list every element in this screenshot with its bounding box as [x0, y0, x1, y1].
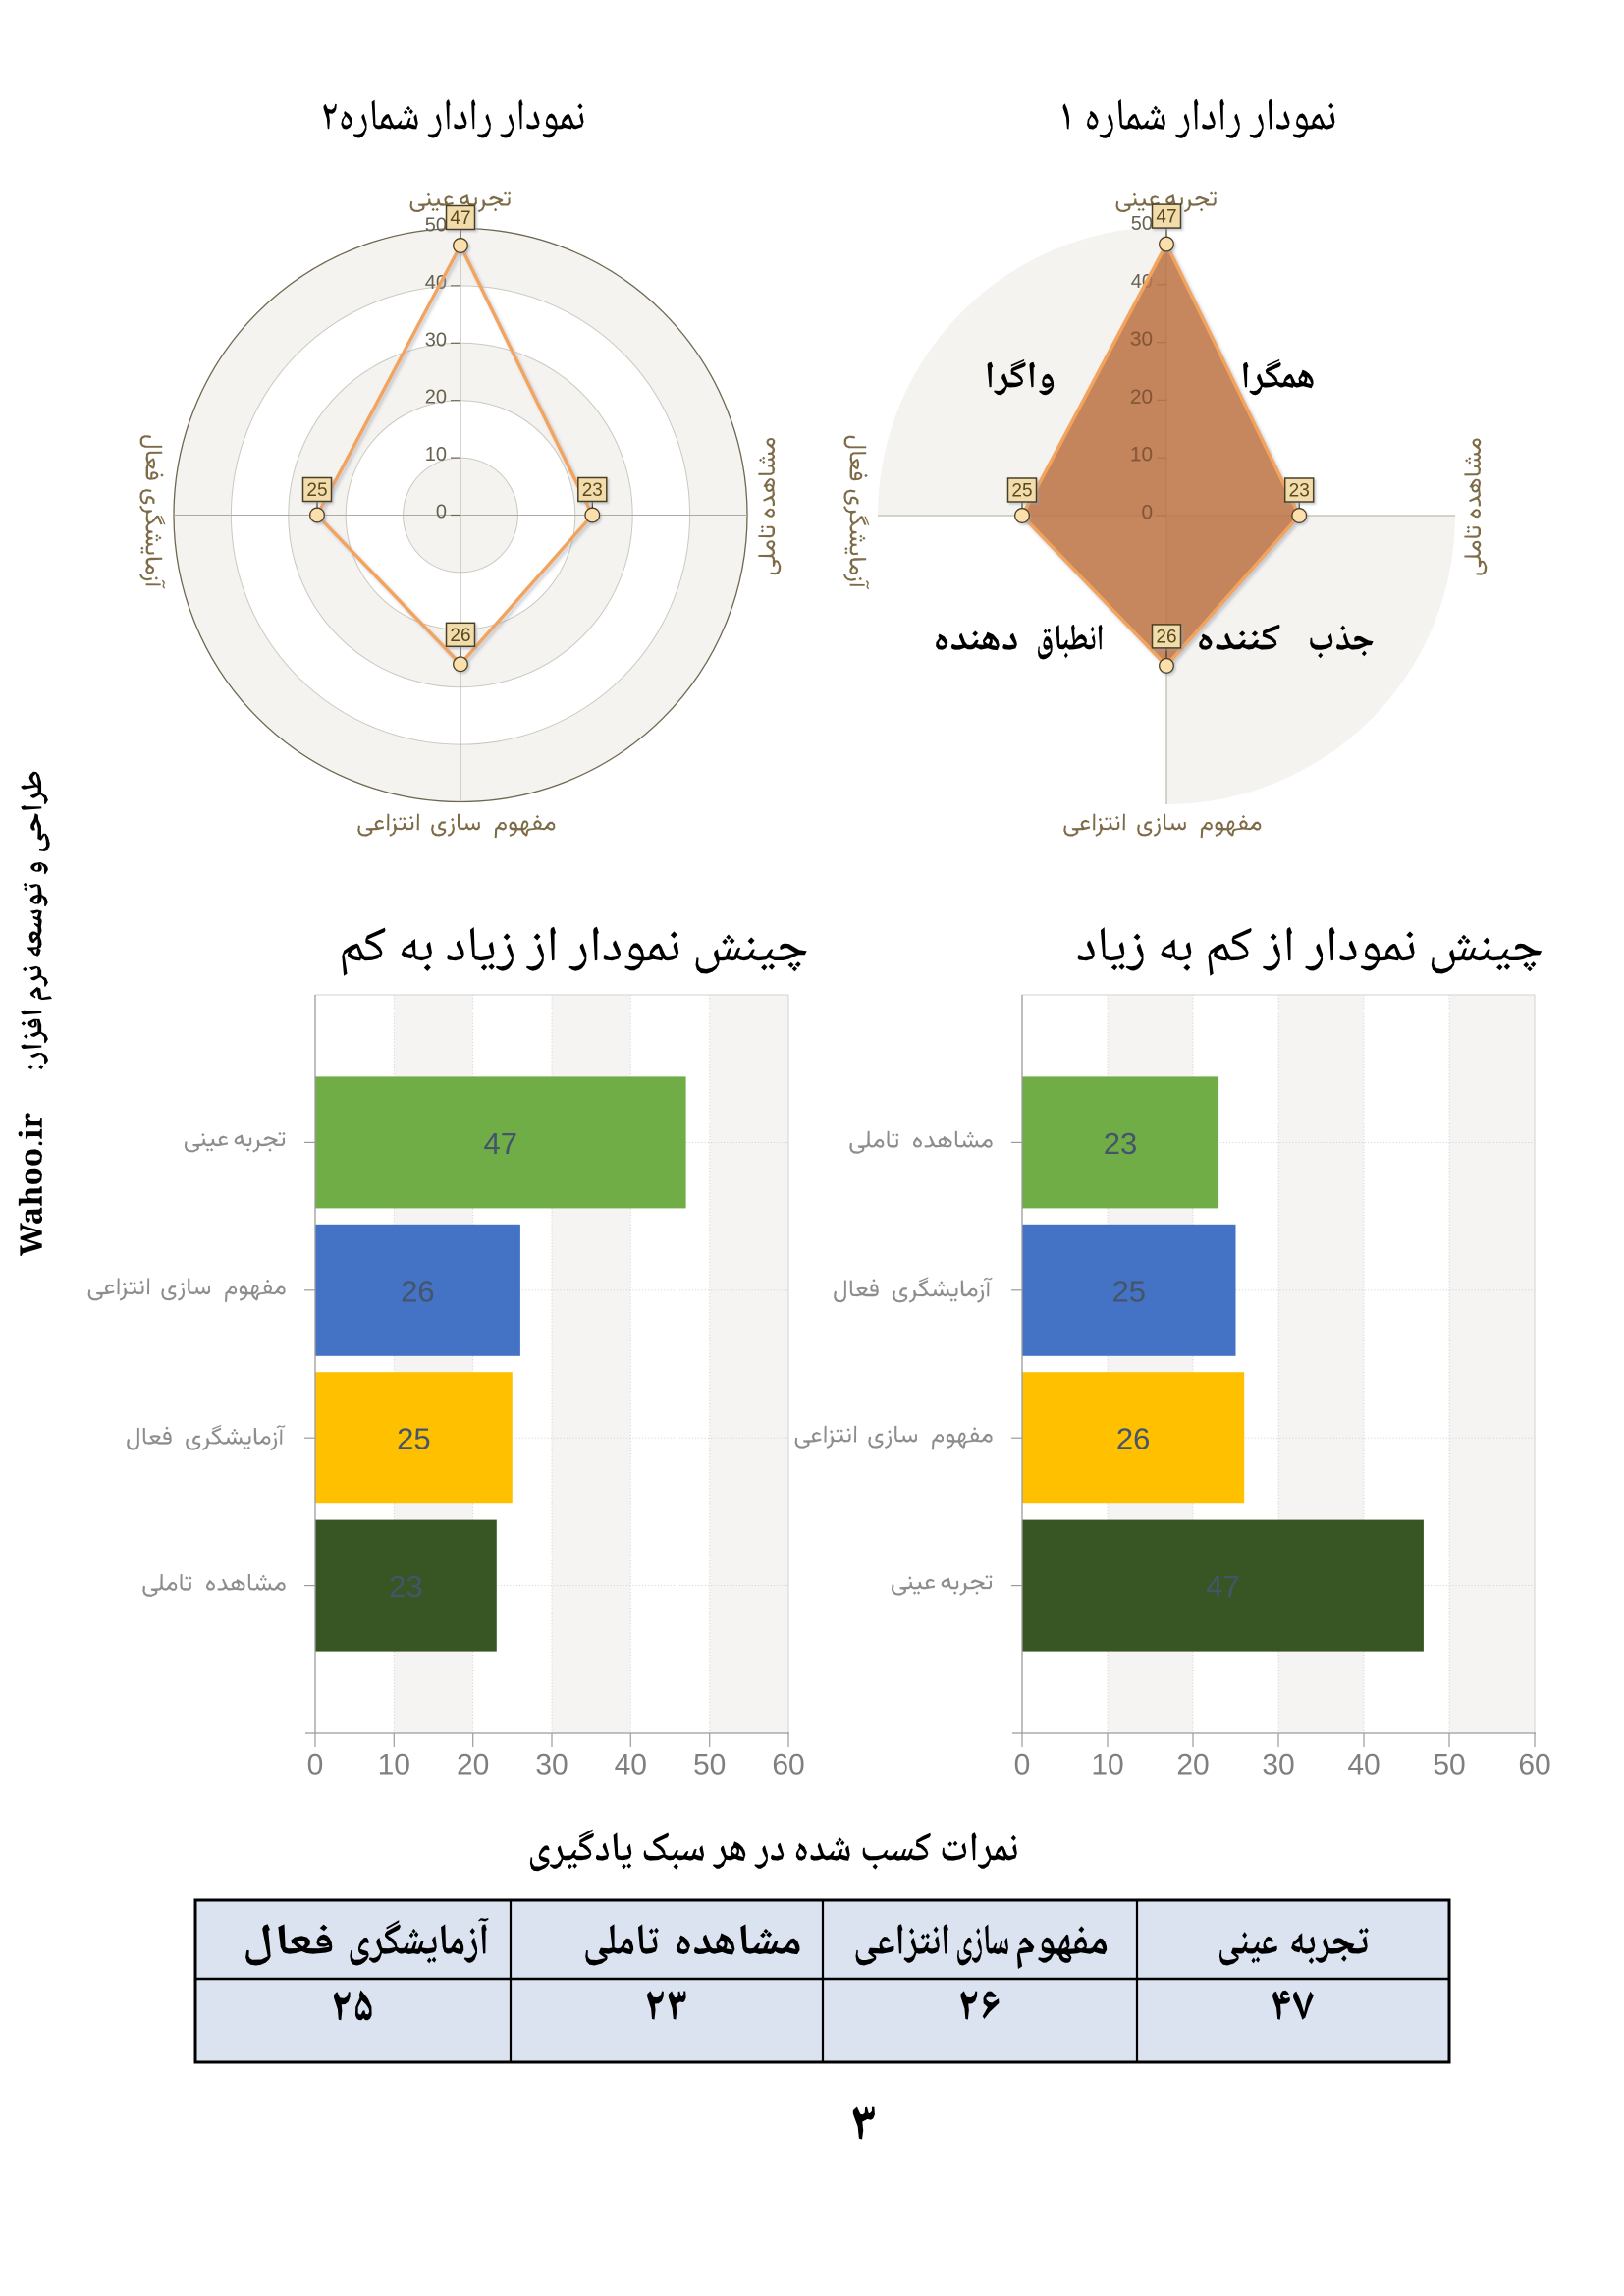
svg-text:47: 47 — [1156, 207, 1176, 228]
svg-text:20: 20 — [1130, 386, 1153, 409]
svg-text:47: 47 — [450, 208, 470, 229]
svg-text:30: 30 — [1262, 1749, 1294, 1781]
svg-text:47: 47 — [1206, 1569, 1239, 1604]
svg-text:0: 0 — [307, 1749, 324, 1781]
svg-text:25: 25 — [1011, 481, 1032, 502]
svg-text:10: 10 — [1130, 444, 1153, 466]
svg-text:10: 10 — [1091, 1749, 1123, 1781]
svg-text:20: 20 — [1176, 1749, 1209, 1781]
svg-text:50: 50 — [693, 1749, 726, 1781]
svg-text:60: 60 — [1518, 1749, 1550, 1781]
svg-text:23: 23 — [389, 1569, 422, 1604]
svg-text:47: 47 — [484, 1126, 517, 1161]
svg-text:26: 26 — [1116, 1422, 1150, 1456]
svg-text:50: 50 — [1131, 213, 1153, 235]
svg-text:10: 10 — [378, 1749, 410, 1781]
svg-text:0: 0 — [1141, 502, 1153, 524]
svg-text:50: 50 — [425, 215, 447, 237]
svg-text:30: 30 — [535, 1749, 568, 1781]
svg-text:25: 25 — [1112, 1274, 1146, 1308]
svg-text:10: 10 — [425, 444, 447, 465]
svg-text:23: 23 — [582, 480, 603, 501]
svg-text:50: 50 — [1433, 1749, 1465, 1781]
svg-text:0: 0 — [436, 502, 447, 523]
svg-text:40: 40 — [425, 272, 447, 294]
svg-text:26: 26 — [401, 1274, 434, 1308]
svg-text:23: 23 — [1289, 481, 1310, 502]
svg-text:26: 26 — [1156, 627, 1176, 647]
svg-text:30: 30 — [425, 329, 447, 351]
svg-text:60: 60 — [772, 1749, 804, 1781]
svg-text:23: 23 — [1104, 1126, 1137, 1161]
svg-text:30: 30 — [1130, 328, 1153, 351]
svg-text:25: 25 — [397, 1422, 430, 1456]
svg-text:20: 20 — [457, 1749, 489, 1781]
svg-text:40: 40 — [1347, 1749, 1380, 1781]
svg-text:25: 25 — [306, 480, 327, 501]
svg-text:20: 20 — [425, 387, 447, 409]
svg-text:26: 26 — [450, 626, 470, 646]
svg-text:0: 0 — [1014, 1749, 1031, 1781]
svg-text:40: 40 — [615, 1749, 647, 1781]
